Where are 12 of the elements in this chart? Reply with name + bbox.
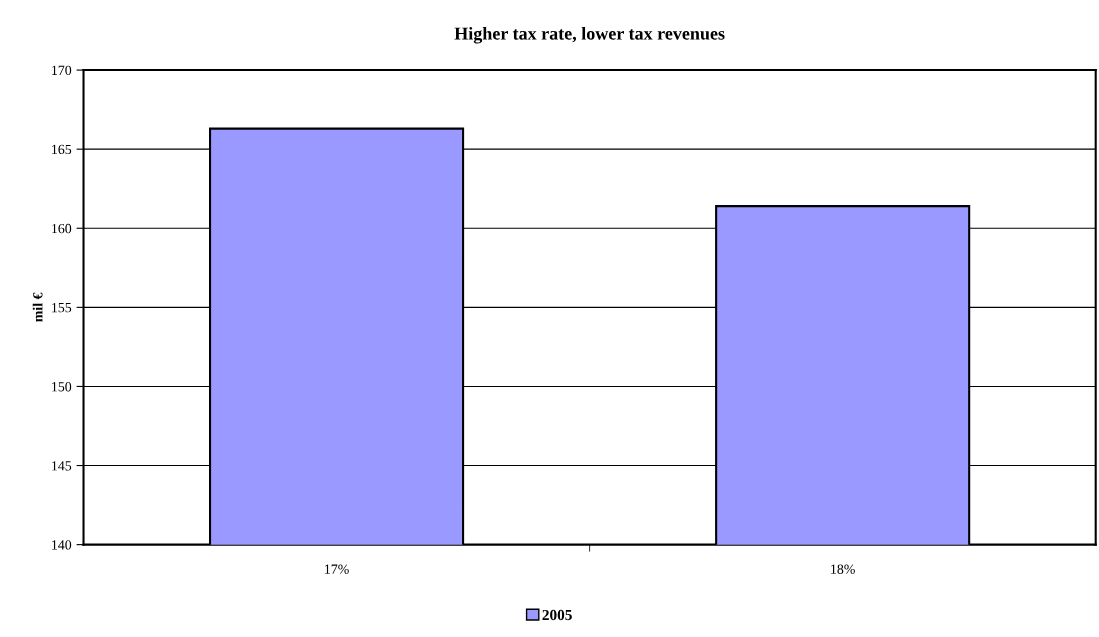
legend-label: 2005 — [542, 609, 572, 621]
y-tick-label: 150 — [52, 382, 72, 392]
y-tick-label: 170 — [52, 65, 72, 76]
y-tick-label: 145 — [52, 461, 72, 471]
y-tick-label: 155 — [52, 303, 72, 313]
x-tick-label: 18% — [831, 564, 855, 574]
y-tick-label: 165 — [52, 144, 72, 155]
x-tick-label: 17% — [325, 564, 349, 574]
y-axis-title: mil € — [32, 292, 43, 322]
y-tick-label: 140 — [52, 540, 72, 550]
chart-title: Higher tax rate, lower tax revenues — [454, 26, 725, 44]
y-tick-label: 160 — [52, 223, 72, 234]
